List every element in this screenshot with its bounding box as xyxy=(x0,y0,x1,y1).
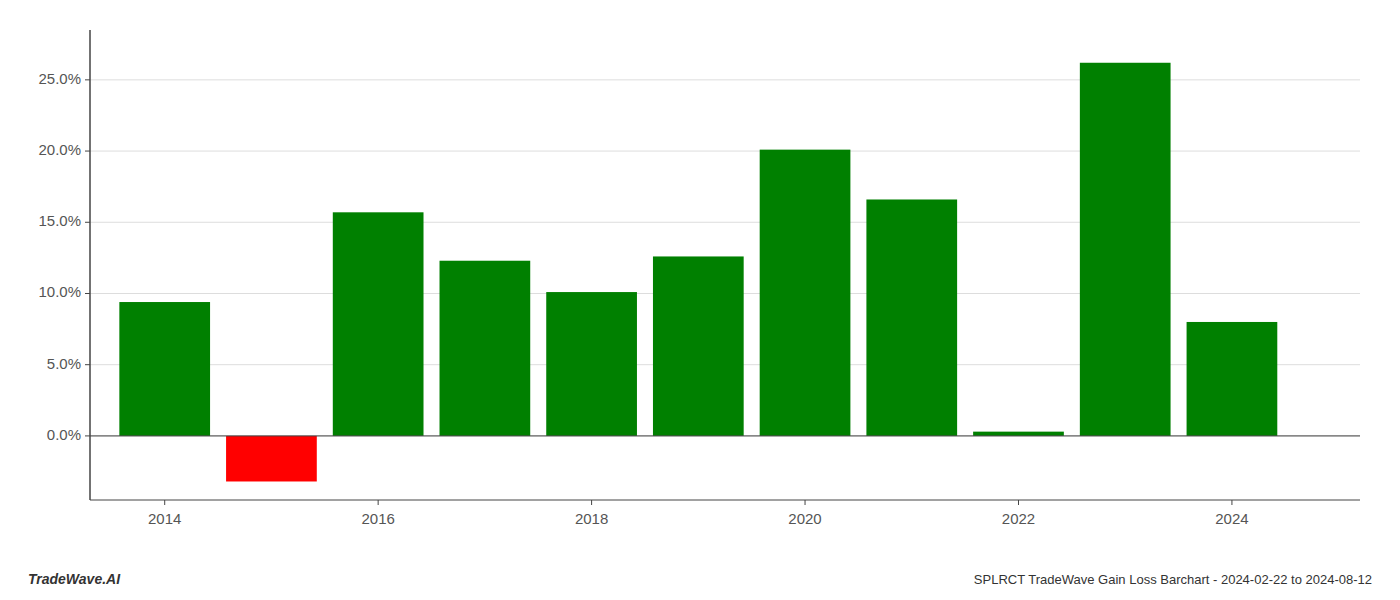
x-tick xyxy=(164,500,165,505)
y-tick-label: 5.0% xyxy=(47,355,81,372)
y-tick-label: 0.0% xyxy=(47,426,81,443)
bar xyxy=(119,302,210,436)
y-tick-label: 10.0% xyxy=(38,283,81,300)
y-tick-label: 20.0% xyxy=(38,141,81,158)
y-tick-label: 15.0% xyxy=(38,212,81,229)
bar xyxy=(1187,322,1278,436)
x-tick-label: 2020 xyxy=(788,510,821,527)
x-axis-line xyxy=(90,500,1360,501)
bars xyxy=(119,63,1277,482)
y-axis: 0.0% 5.0% 10.0% 15.0% 20.0% 25.0% xyxy=(38,30,90,500)
bar xyxy=(866,199,957,435)
x-tick-label: 2016 xyxy=(361,510,394,527)
bar xyxy=(226,436,317,482)
bar xyxy=(440,261,531,436)
x-axis: 2014 2016 2018 2020 2022 2024 xyxy=(90,500,1360,527)
title: SPLRCT TradeWave Gain Loss Barchart - 20… xyxy=(974,572,1372,587)
x-tick-label: 2018 xyxy=(575,510,608,527)
bar xyxy=(653,256,744,435)
chart-svg: 0.0% 5.0% 10.0% 15.0% 20.0% 25.0% 2014 2016 2018… xyxy=(0,0,1400,600)
x-tick-label: 2014 xyxy=(148,510,181,527)
bar xyxy=(760,150,851,436)
x-tick xyxy=(1018,500,1019,505)
x-tick-label: 2022 xyxy=(1002,510,1035,527)
x-tick-label: 2024 xyxy=(1215,510,1248,527)
zero-line xyxy=(90,435,1360,436)
x-tick xyxy=(1231,500,1232,505)
x-tick xyxy=(378,500,379,505)
x-tick xyxy=(805,500,806,505)
grid-line xyxy=(90,435,1360,436)
watermark: TradeWave.AI xyxy=(28,571,121,587)
y-axis-line xyxy=(89,30,91,500)
x-tick xyxy=(591,500,592,505)
bar xyxy=(1080,63,1171,436)
bar xyxy=(973,432,1064,436)
chart-container: 0.0% 5.0% 10.0% 15.0% 20.0% 25.0% 2014 2016 2018… xyxy=(0,0,1400,600)
bar xyxy=(546,292,637,436)
y-tick-label: 25.0% xyxy=(38,70,81,87)
bar xyxy=(333,212,424,436)
